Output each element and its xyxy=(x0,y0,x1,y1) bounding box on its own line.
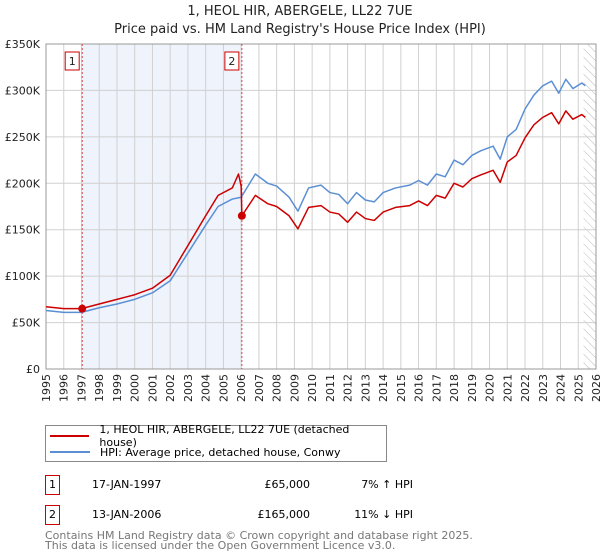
hpi-line xyxy=(45,78,586,314)
x-tick-label: 2010 xyxy=(306,374,319,402)
y-tick-label: £0 xyxy=(26,363,40,376)
x-tick-label: 2004 xyxy=(200,374,213,402)
x-tick-label: 2011 xyxy=(324,374,337,402)
chart-subtitle: Price paid vs. HM Land Registry's House … xyxy=(114,22,486,37)
marker-badge: 1 xyxy=(45,475,60,495)
plot-frame xyxy=(45,43,597,370)
x-tick-label: 1999 xyxy=(111,374,124,402)
sale-marker-label: 2 xyxy=(228,55,235,68)
legend-label: 1, HEOL HIR, ABERGELE, LL22 7UE (detache… xyxy=(99,423,350,449)
sale-point xyxy=(237,211,246,220)
y-tick-label: £300K xyxy=(5,84,41,97)
x-tick-label: 2009 xyxy=(288,374,301,402)
sale-point xyxy=(78,304,87,313)
y-tick-label: £50K xyxy=(12,317,41,330)
transaction-hpi: 11% ↓ HPI xyxy=(354,508,413,521)
transaction-price: £65,000 xyxy=(264,478,311,491)
y-tick-label: £350K xyxy=(5,38,41,51)
x-tick-label: 2019 xyxy=(466,374,479,402)
legend-label: HPI: Average price, detached house, Conw… xyxy=(100,445,341,459)
x-tick-label: 2025 xyxy=(572,374,585,402)
footer-licence: This data is licensed under the Open Gov… xyxy=(45,539,396,552)
red-line-swatch xyxy=(50,435,90,437)
x-tick-label: 2006 xyxy=(235,374,248,402)
transaction-date: 17-JAN-1997 xyxy=(92,478,162,491)
transaction-hpi: 7% ↑ HPI xyxy=(361,478,413,491)
legend-item-price-paid: 1, HEOL HIR, ABERGELE, LL22 7UE (detache… xyxy=(50,423,386,449)
transaction-price: £165,000 xyxy=(257,508,311,521)
x-tick-label: 2014 xyxy=(377,374,390,402)
x-tick-label: 2026 xyxy=(590,374,600,402)
legend: 1, HEOL HIR, ABERGELE, LL22 7UE (detache… xyxy=(45,423,387,462)
x-tick-label: 1998 xyxy=(93,374,106,402)
x-tick-label: 2022 xyxy=(519,374,532,402)
x-tick-label: 2015 xyxy=(395,374,408,402)
x-tick-label: 2005 xyxy=(217,374,230,402)
marker-badge: 2 xyxy=(45,505,60,525)
x-tick-label: 2001 xyxy=(146,374,159,402)
chart-title: 1, HEOL HIR, ABERGELE, LL22 7UE xyxy=(187,4,413,19)
x-tick-label: 2017 xyxy=(430,374,443,402)
x-tick-label: 2007 xyxy=(253,374,266,402)
y-tick-label: £250K xyxy=(5,131,41,144)
x-tick-label: 2002 xyxy=(164,374,177,402)
legend-item-hpi: HPI: Average price, detached house, Conw… xyxy=(50,444,341,460)
x-tick-label: 2008 xyxy=(271,374,284,402)
x-tick-label: 2000 xyxy=(129,374,142,402)
x-tick-label: 2003 xyxy=(182,374,195,402)
x-tick-label: 2023 xyxy=(537,374,550,402)
sale-marker-label: 1 xyxy=(69,55,76,68)
x-tick-label: 2018 xyxy=(448,374,461,402)
transaction-row: 2 13-JAN-2006 £165,000 11% ↓ HPI xyxy=(45,505,413,527)
x-tick-label: 2020 xyxy=(484,374,497,402)
transaction-row: 1 17-JAN-1997 £65,000 7% ↑ HPI xyxy=(45,475,413,497)
y-tick-label: £150K xyxy=(5,224,41,237)
x-tick-label: 2016 xyxy=(413,374,426,402)
y-tick-label: £100K xyxy=(5,270,41,283)
y-tick-label: £200K xyxy=(5,177,41,190)
sale-marker-box xyxy=(64,51,80,71)
x-tick-label: 1997 xyxy=(75,374,88,402)
x-tick-label: 2012 xyxy=(342,374,355,402)
x-tick-label: 2024 xyxy=(555,374,568,402)
blue-line-swatch xyxy=(50,451,90,453)
ownership-shaded-region xyxy=(82,44,242,369)
footer-copyright: Contains HM Land Registry data © Crown c… xyxy=(45,529,473,542)
x-tick-label: 2013 xyxy=(359,374,372,402)
price-paid-line xyxy=(45,110,586,310)
x-tick-label: 1996 xyxy=(58,374,71,402)
x-tick-label: 2021 xyxy=(501,374,514,402)
x-tick-label: 1995 xyxy=(40,374,53,402)
sale-marker-box xyxy=(224,51,240,71)
hatched-region xyxy=(583,44,596,369)
price-chart: 1995 1996 1997 1998 1999 2000 2001 2002 2003 2004… xyxy=(5,38,600,402)
transaction-date: 13-JAN-2006 xyxy=(92,508,162,521)
